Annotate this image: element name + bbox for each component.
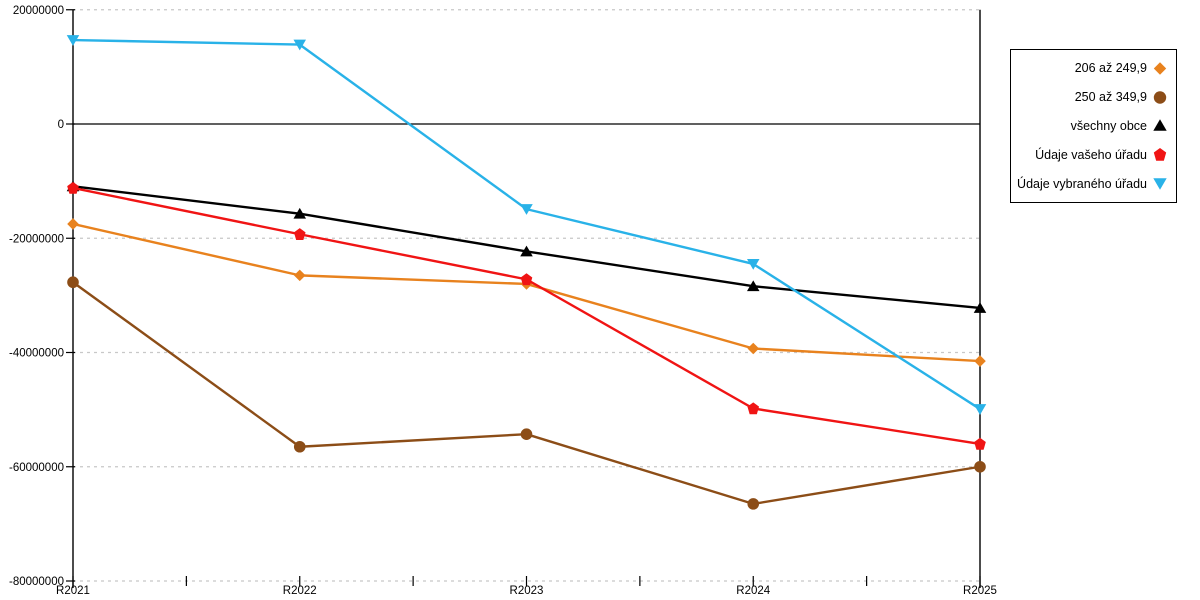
y-axis-label: -60000000	[9, 462, 64, 474]
circle-icon	[974, 460, 986, 473]
pentagon-icon	[747, 402, 760, 415]
series-line-0	[71, 222, 982, 363]
legend: 206 až 249,9 250 až 349,9 všechny obce Údaj…	[1010, 49, 1177, 203]
x-axis-label: R2023	[510, 585, 544, 597]
legend-item: všechny obce	[1011, 118, 1176, 133]
legend-label: Údaje vybraného úřadu	[1017, 176, 1147, 191]
circle-icon	[293, 440, 306, 453]
x-axis-label: R2022	[283, 585, 317, 597]
triangle-up-icon	[520, 245, 533, 257]
series-line-3	[71, 186, 982, 446]
triangle-up-icon	[746, 280, 760, 292]
triangle-up-icon	[973, 302, 987, 313]
y-axis-label: -40000000	[9, 348, 64, 360]
series-line-1	[71, 281, 982, 506]
legend-label: 250 až 349,9	[1074, 90, 1147, 105]
y-axis-label: -80000000	[9, 576, 64, 588]
circle-icon	[67, 276, 79, 289]
y-axis-label: -20000000	[9, 233, 64, 245]
y-axis-label: 0	[58, 119, 64, 131]
diamond-icon	[1153, 62, 1167, 75]
legend-item: 250 až 349,9	[1011, 90, 1176, 105]
triangle-down-icon	[746, 259, 760, 270]
circle-icon	[1153, 90, 1167, 104]
legend-label: 206 až 249,9	[1074, 61, 1147, 76]
legend-label: Údaje vašeho úřadu	[1035, 147, 1147, 162]
pentagon-icon	[293, 228, 306, 241]
circle-icon	[747, 498, 760, 510]
pentagon-icon	[974, 437, 986, 450]
triangle-up-icon	[1153, 119, 1167, 132]
diamond-icon	[747, 342, 760, 355]
circle-icon	[520, 428, 533, 440]
x-axis-label: R2025	[963, 585, 997, 597]
triangle-down-icon	[973, 404, 987, 415]
diamond-icon	[974, 355, 986, 367]
x-axis-label: R2021	[56, 585, 90, 597]
pentagon-icon	[1153, 148, 1167, 161]
pentagon-icon	[67, 181, 79, 194]
legend-item: 206 až 249,9	[1011, 61, 1176, 76]
diamond-icon	[293, 269, 306, 282]
y-axis-label: 20000000	[13, 5, 64, 17]
diamond-icon	[67, 218, 79, 230]
legend-label: všechny obce	[1070, 118, 1147, 133]
triangle-down-icon	[1153, 178, 1167, 190]
triangle-down-icon	[520, 204, 533, 215]
legend-item: Údaje vybraného úřadu	[1011, 176, 1176, 191]
x-axis-label: R2024	[736, 585, 770, 597]
pentagon-icon	[520, 273, 533, 286]
triangle-up-icon	[293, 207, 307, 219]
triangle-down-icon	[66, 35, 80, 46]
legend-item: Údaje vašeho úřadu	[1011, 147, 1176, 162]
triangle-down-icon	[293, 39, 307, 51]
